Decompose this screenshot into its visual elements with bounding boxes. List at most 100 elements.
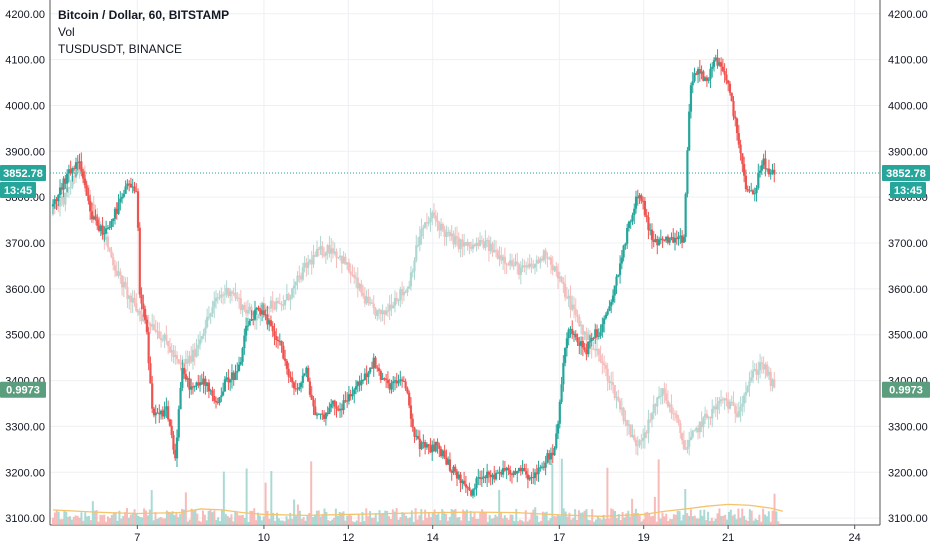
volume-bar: [424, 509, 427, 525]
candle-body: [640, 440, 643, 442]
candle-body: [723, 398, 726, 401]
candle-body: [572, 304, 576, 310]
legend-volume-label[interactable]: Vol: [58, 25, 75, 39]
overlay-candles: [51, 158, 776, 456]
y-tick-label-left: 4200.00: [5, 9, 45, 21]
candle-body: [422, 442, 425, 444]
candle-body: [746, 386, 749, 393]
volume-bar: [583, 510, 586, 525]
candle-body: [81, 171, 85, 179]
candle-body: [753, 193, 756, 195]
legend-overlay-label[interactable]: TUSDUSDT, BINANCE: [58, 42, 183, 56]
candle-body: [422, 227, 425, 230]
candle-body: [562, 281, 565, 285]
volume-bar: [429, 517, 432, 525]
candle-body: [393, 297, 397, 306]
last-price-tag-right: 3852.78: [882, 164, 930, 181]
volume-bar: [279, 520, 282, 525]
candle-body: [250, 306, 253, 312]
candle-body: [319, 245, 322, 250]
volume-bar: [325, 512, 328, 525]
candle-body: [97, 225, 101, 231]
volume-bar: [688, 515, 691, 525]
candle-body: [486, 471, 489, 479]
candle-body: [399, 379, 402, 382]
candle-body: [206, 316, 209, 328]
candle-body: [466, 242, 469, 246]
candle-body: [695, 73, 698, 75]
candle-body: [317, 248, 320, 250]
candle-body: [576, 337, 579, 343]
candle-body: [145, 319, 148, 333]
candle-body: [624, 420, 627, 422]
volume-bar: [712, 520, 715, 525]
candle-body: [585, 331, 588, 341]
volume-bar: [686, 513, 689, 525]
x-tick-label: 21: [722, 532, 734, 544]
price-tag-text: 0.9973: [889, 385, 923, 397]
candle-body: [698, 69, 701, 74]
candle-body: [351, 274, 354, 276]
candle-body: [590, 347, 593, 349]
volume-bar: [570, 519, 573, 525]
candle-body: [237, 297, 241, 299]
candle-body: [287, 293, 290, 300]
candle-body: [525, 471, 528, 475]
candle-body: [370, 302, 374, 304]
candle-body: [487, 240, 491, 251]
candle-body: [252, 319, 255, 321]
candle-body: [379, 370, 382, 380]
volume-bar: [595, 519, 598, 525]
candle-body: [560, 384, 563, 402]
candle-body: [312, 255, 315, 265]
candle-body: [549, 257, 553, 265]
legend-symbol-title[interactable]: Bitcoin / Dollar, 60, BITSTAMP: [58, 8, 230, 22]
candle-body: [514, 471, 517, 474]
candle-body: [388, 304, 391, 311]
y-tick-label-left: 3200.00: [5, 467, 45, 479]
candle-body: [377, 309, 381, 311]
candle-body: [58, 187, 62, 196]
volume-bar: [553, 516, 556, 525]
volume-bar: [198, 520, 201, 525]
candle-body: [468, 242, 471, 247]
candle-body: [502, 256, 505, 261]
candle-body: [571, 304, 574, 310]
volume-bar: [644, 512, 647, 525]
candle-body: [248, 306, 251, 311]
candle-body: [569, 328, 572, 330]
candle-body: [450, 233, 453, 237]
volume-bar: [676, 510, 679, 525]
candle-body: [195, 348, 198, 357]
candle-body: [574, 309, 577, 315]
volume-bar: [509, 514, 512, 525]
candle-body: [649, 229, 652, 231]
candle-body: [650, 229, 654, 240]
candle-body: [487, 471, 491, 475]
candle-body: [135, 303, 138, 311]
volume-bar: [152, 520, 155, 525]
volume-bar: [171, 511, 174, 525]
candle-body: [388, 383, 391, 390]
candle-body: [622, 245, 625, 258]
candle-body: [294, 281, 297, 286]
candle-body: [702, 71, 705, 81]
volume-bar: [173, 515, 176, 525]
candle-body: [136, 310, 140, 312]
volume-bar: [112, 512, 115, 525]
candle-body: [680, 432, 684, 441]
candle-body: [338, 255, 342, 257]
candle-body: [503, 256, 506, 264]
candle-body: [707, 417, 710, 419]
candle-body: [276, 301, 280, 304]
volume-bar: [321, 514, 324, 525]
candle-body: [633, 435, 636, 440]
volume-bar: [156, 518, 159, 525]
candle-body: [184, 374, 187, 380]
volume-bar: [465, 509, 468, 525]
candle-body: [365, 373, 368, 378]
candle-body: [221, 391, 225, 396]
volume-bar: [129, 514, 132, 525]
